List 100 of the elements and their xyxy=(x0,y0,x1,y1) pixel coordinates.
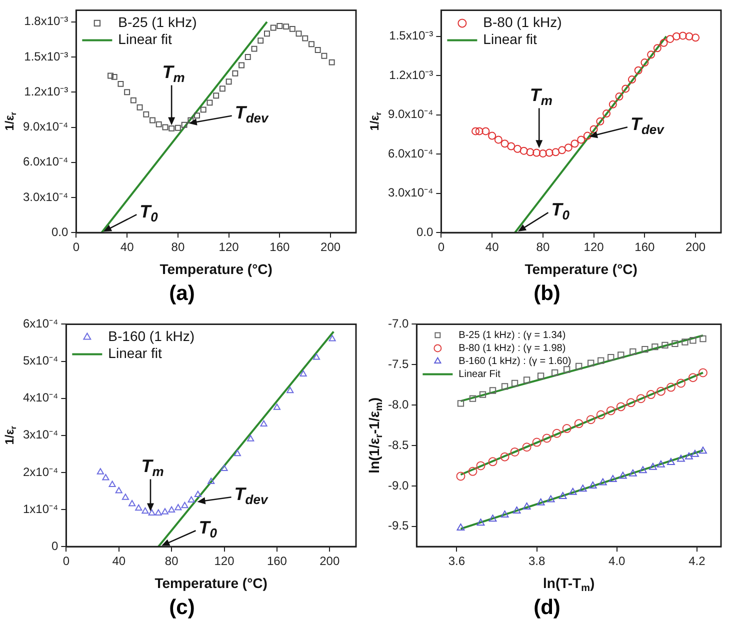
point xyxy=(662,342,668,349)
x-tick-label: 200 xyxy=(320,240,341,254)
point xyxy=(640,58,649,67)
x-tick-label: 80 xyxy=(171,240,185,254)
point xyxy=(213,92,220,99)
point xyxy=(247,435,254,442)
point xyxy=(537,372,544,380)
x-tick-label: 80 xyxy=(536,240,550,254)
point xyxy=(500,510,509,518)
point xyxy=(564,144,572,152)
y-tick-label: -8.0 xyxy=(388,397,409,412)
point xyxy=(545,148,554,157)
point xyxy=(500,452,510,462)
point xyxy=(244,54,251,60)
point xyxy=(574,419,584,428)
point xyxy=(234,450,241,456)
y-tick-label: -7.0 xyxy=(388,316,409,331)
point xyxy=(302,35,308,42)
legend-label: Linear fit xyxy=(483,31,537,48)
point xyxy=(615,92,624,101)
point xyxy=(622,84,630,93)
point xyxy=(150,117,156,124)
y-tick-label: -9.5 xyxy=(388,518,409,533)
point xyxy=(532,438,542,447)
point xyxy=(666,34,674,43)
y-tick-label: 1.8x10⁻³ xyxy=(24,14,68,28)
point xyxy=(142,507,149,514)
point xyxy=(682,338,688,346)
point xyxy=(626,398,636,408)
point xyxy=(558,146,566,154)
legend-label: B-160 (1 kHz) xyxy=(108,328,195,344)
point xyxy=(270,24,276,31)
point xyxy=(200,106,206,113)
point xyxy=(476,461,486,470)
point xyxy=(472,127,480,136)
point xyxy=(691,450,699,457)
x-tick-label: 3.6 xyxy=(448,554,466,568)
x-axis-title: Temperature (°C) xyxy=(524,260,638,277)
point xyxy=(588,481,597,488)
point xyxy=(526,148,534,156)
point xyxy=(296,30,302,37)
point xyxy=(238,62,245,68)
x-tick-label: 40 xyxy=(485,240,500,254)
point xyxy=(308,41,314,48)
y-tick-label: 6x10⁻⁴ xyxy=(22,316,58,331)
point xyxy=(130,97,136,104)
point xyxy=(590,125,598,134)
y-tick-label: 1.5x10⁻³ xyxy=(389,28,434,43)
point xyxy=(618,352,624,358)
point xyxy=(542,434,552,443)
x-tick-label: 0 xyxy=(438,240,445,254)
point xyxy=(500,140,509,148)
y-tick-label: -7.5 xyxy=(388,356,409,371)
y-tick-label: 3.0x10⁻⁴ xyxy=(388,186,434,200)
point xyxy=(685,452,693,460)
y-tick-label: 1.2x10⁻³ xyxy=(24,84,68,98)
point xyxy=(692,34,700,42)
point xyxy=(678,32,687,40)
point xyxy=(546,495,555,502)
point xyxy=(456,524,465,530)
point xyxy=(636,394,646,404)
point xyxy=(666,382,676,392)
point xyxy=(314,47,321,53)
legend-label: Linear fit xyxy=(108,345,162,362)
point xyxy=(588,360,594,366)
y-tick-label: 4x10⁻⁴ xyxy=(22,390,58,405)
y-tick-label: 9.0x10⁻⁴ xyxy=(23,120,68,134)
point xyxy=(608,100,617,108)
point xyxy=(469,395,476,402)
point xyxy=(124,89,130,96)
point xyxy=(562,424,572,434)
point xyxy=(226,78,232,85)
point xyxy=(476,518,485,526)
point xyxy=(652,344,658,350)
point xyxy=(161,508,169,514)
point xyxy=(523,376,530,384)
point xyxy=(289,26,296,32)
legend-label: B-160 (1 kHz) : (γ = 1.60) xyxy=(458,356,572,367)
point xyxy=(564,366,570,373)
point xyxy=(628,469,637,476)
point xyxy=(168,125,175,132)
point xyxy=(488,457,498,466)
point xyxy=(456,472,466,481)
point xyxy=(532,148,541,157)
point xyxy=(596,410,606,420)
y-tick-label: 1.2x10⁻³ xyxy=(389,68,434,82)
point xyxy=(219,86,226,92)
point xyxy=(698,368,708,378)
point xyxy=(489,387,496,394)
point xyxy=(628,76,636,84)
point xyxy=(700,335,706,342)
point xyxy=(108,72,114,79)
point xyxy=(551,369,558,376)
legend-label: B-80 (1 kHz) : (γ = 1.98) xyxy=(458,342,566,354)
point xyxy=(194,112,200,119)
point xyxy=(283,24,290,30)
x-tick-label: 200 xyxy=(320,554,340,568)
point xyxy=(648,462,657,470)
point xyxy=(666,458,675,465)
point xyxy=(672,32,680,40)
